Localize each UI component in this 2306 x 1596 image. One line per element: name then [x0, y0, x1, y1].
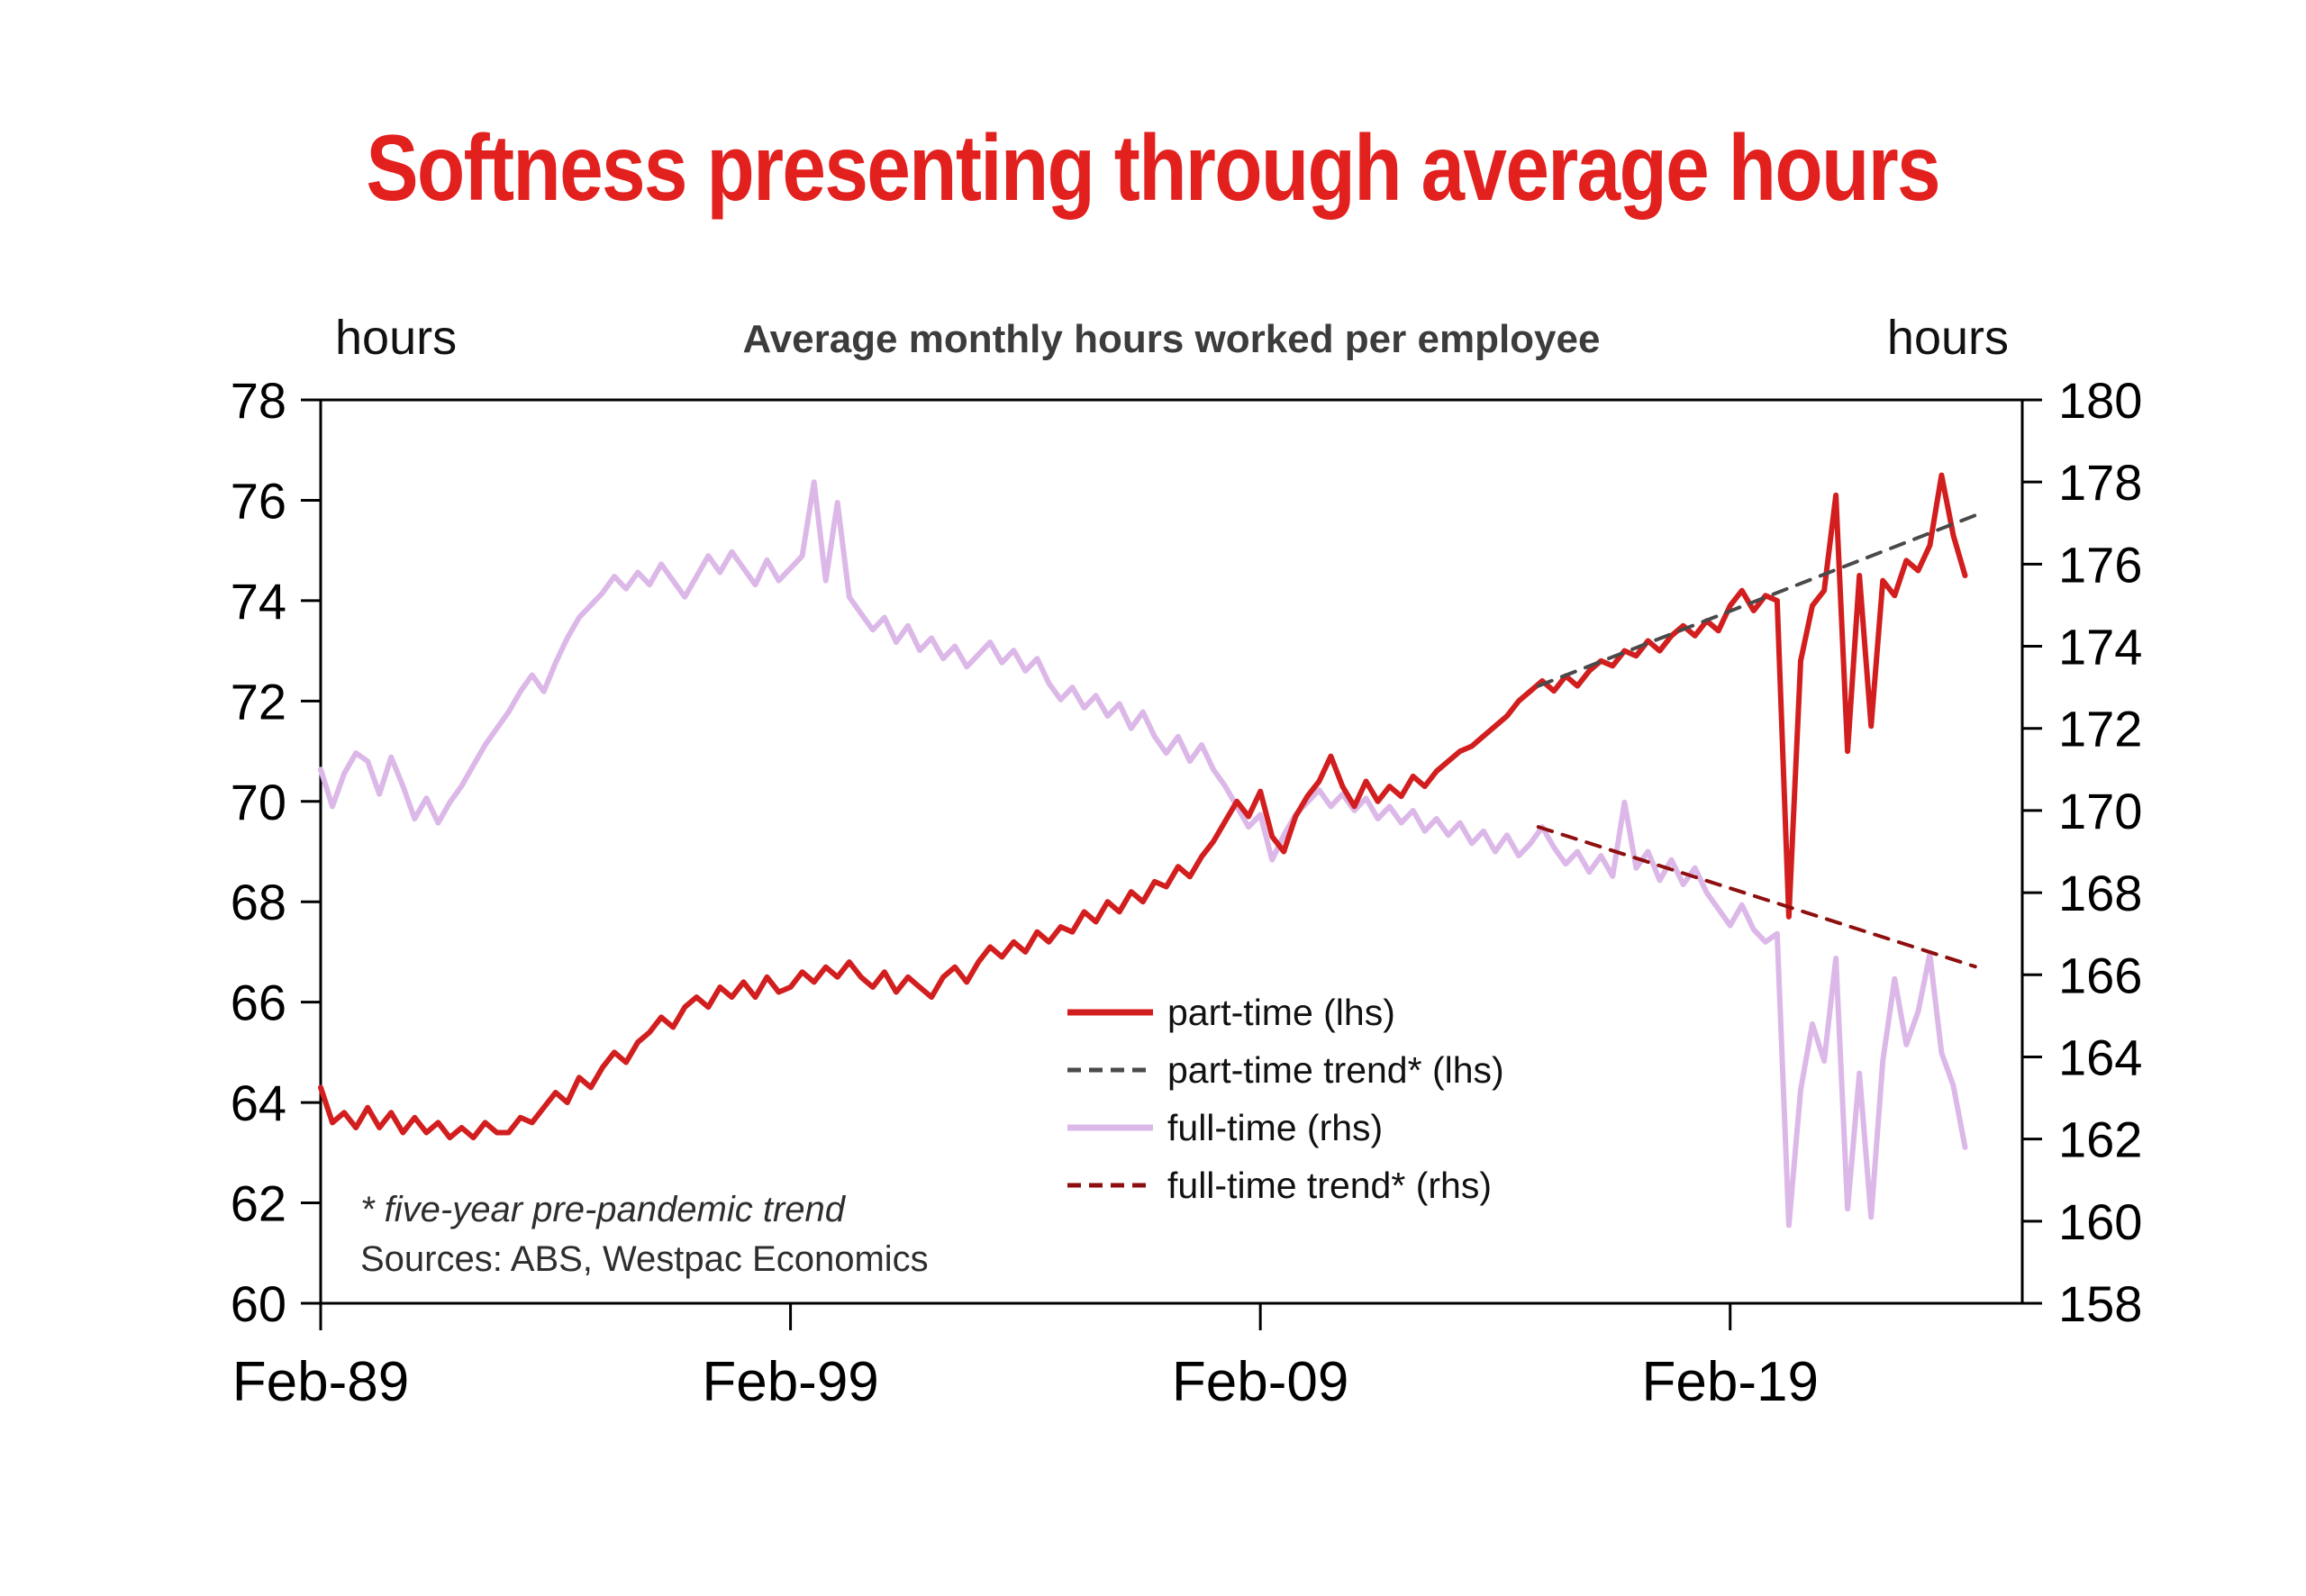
right-axis-tick-label: 172 [2058, 701, 2142, 757]
right-axis-tick-label: 170 [2058, 783, 2142, 839]
right-axis-tick-label: 168 [2058, 865, 2142, 921]
full-time-trend-line [1536, 825, 1977, 969]
left-axis-tick-label: 78 [231, 372, 286, 429]
full-time-trend-line-sample [1067, 1179, 1153, 1192]
right-axis-tick-label: 160 [2058, 1193, 2142, 1250]
left-axis-tick-label: 66 [231, 975, 286, 1031]
right-axis-tick-label: 158 [2058, 1275, 2142, 1332]
right-axis-tick-label: 180 [2058, 372, 2142, 429]
left-axis-tick-label: 68 [231, 874, 286, 930]
sources-footnote: Sources: ABS, Westpac Economics [360, 1239, 929, 1279]
right-axis-tick-label: 166 [2058, 947, 2142, 1003]
legend-label-full-time-trend: full-time trend* (rhs) [1167, 1164, 1492, 1206]
x-axis-tick-label: Feb-19 [1642, 1351, 1819, 1413]
footnote-block: * five-year pre-pandemic trend Sources: … [360, 1185, 929, 1284]
left-axis-tick-label: 72 [231, 673, 286, 730]
left-axis-tick-label: 64 [231, 1075, 286, 1131]
right-axis-tick-label: 174 [2058, 619, 2142, 676]
left-axis-tick-label: 60 [231, 1275, 286, 1332]
title-row: Softness presenting through average hour… [0, 115, 2306, 222]
right-axis-tick-label: 162 [2058, 1111, 2142, 1168]
chart-subtitle: Average monthly hours worked per employe… [742, 317, 1601, 361]
part-time-line [318, 472, 1968, 1141]
part-time-line-sample [1067, 1006, 1153, 1019]
right-axis-tick-label: 176 [2058, 536, 2142, 593]
left-axis-tick-label: 74 [231, 573, 286, 630]
legend-label-part-time: part-time (lhs) [1167, 991, 1395, 1033]
legend-label-full-time: full-time (rhs) [1167, 1106, 1384, 1148]
left-axis-tick-label: 76 [231, 472, 286, 529]
left-axis-unit-label: hours [335, 311, 458, 365]
part-time-trend-line-sample [1067, 1064, 1153, 1076]
x-axis-tick-label: Feb-09 [1172, 1351, 1348, 1413]
legend-label-part-time-trend: part-time trend* (lhs) [1167, 1048, 1504, 1091]
right-axis-tick-label: 178 [2058, 454, 2142, 511]
legend-item-part-time-trend: part-time trend* (lhs) [1067, 1041, 1504, 1099]
x-axis-tick-label: Feb-99 [702, 1351, 878, 1413]
part-time-trend-line [1536, 513, 1977, 688]
x-axis-tick-label: Feb-89 [232, 1351, 409, 1413]
left-axis-tick-label: 62 [231, 1175, 286, 1232]
legend-item-full-time-trend: full-time trend* (rhs) [1067, 1156, 1504, 1214]
right-axis-tick-label: 164 [2058, 1029, 2142, 1085]
left-axis-tick-label: 70 [231, 774, 286, 830]
trend-footnote: * five-year pre-pandemic trend [360, 1190, 846, 1229]
plot-frame [319, 398, 2024, 1305]
legend: part-time (lhs) part-time trend* (lhs) f… [1067, 984, 1504, 1214]
chart-title: Softness presenting through average hour… [366, 116, 1941, 221]
legend-item-part-time: part-time (lhs) [1067, 984, 1504, 1041]
right-axis-unit-label: hours [1886, 311, 2009, 365]
full-time-line-sample [1067, 1121, 1153, 1134]
full-time-line [318, 479, 1968, 1229]
legend-item-full-time: full-time (rhs) [1067, 1099, 1504, 1156]
